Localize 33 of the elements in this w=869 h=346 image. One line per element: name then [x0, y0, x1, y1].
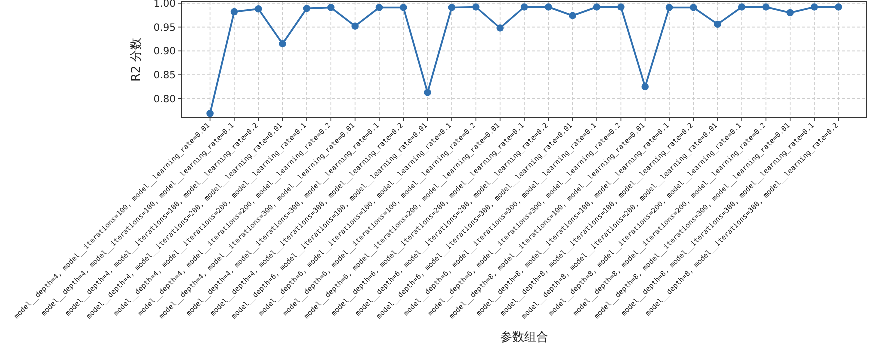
point — [303, 5, 311, 12]
point — [328, 4, 335, 12]
point — [714, 20, 722, 28]
point — [255, 6, 262, 13]
point — [666, 4, 674, 12]
y-axis-title: R2 分数 — [129, 38, 143, 82]
point — [279, 40, 286, 48]
y-tick-label: 0.95 — [154, 22, 176, 34]
point — [569, 12, 576, 20]
y-tick-label: 0.80 — [154, 94, 176, 106]
y-tick-label: 0.90 — [154, 46, 176, 58]
point — [230, 8, 238, 16]
point — [206, 110, 214, 118]
point — [690, 4, 698, 12]
point — [738, 4, 746, 11]
point — [400, 4, 408, 12]
point — [424, 89, 432, 96]
point — [376, 4, 384, 12]
point — [520, 4, 528, 11]
point — [786, 9, 794, 17]
point — [352, 22, 359, 30]
point — [545, 4, 552, 11]
point — [762, 4, 770, 11]
point — [448, 4, 456, 12]
point — [618, 4, 625, 11]
point — [642, 83, 649, 91]
point — [496, 24, 504, 32]
y-tick-label: 0.85 — [154, 70, 176, 82]
point — [835, 4, 842, 11]
point — [472, 4, 480, 11]
point — [810, 4, 818, 11]
point — [593, 4, 601, 11]
x-axis-title: 参数组合 — [500, 330, 548, 344]
